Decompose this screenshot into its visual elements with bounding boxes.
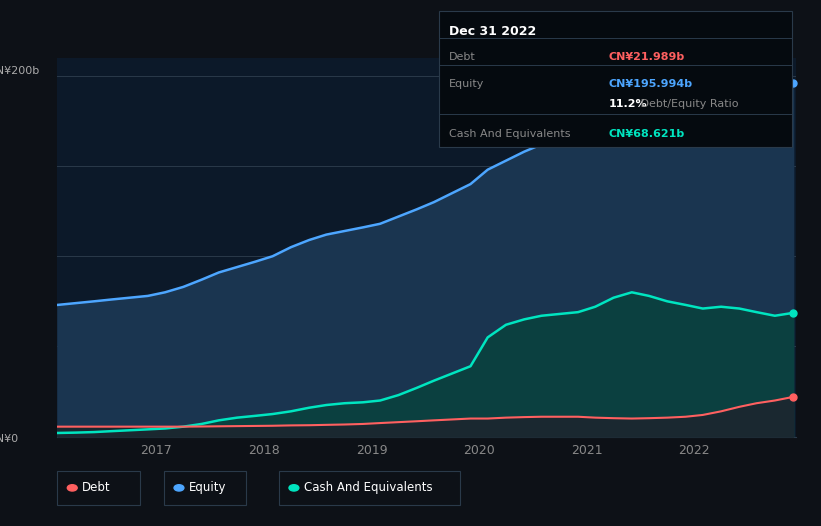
Text: Debt: Debt [449, 52, 476, 62]
Point [787, 309, 800, 317]
Text: Debt/Equity Ratio: Debt/Equity Ratio [637, 98, 739, 108]
Text: Equity: Equity [189, 481, 227, 494]
Text: CN¥0: CN¥0 [0, 434, 18, 444]
Text: Debt: Debt [82, 481, 111, 494]
Text: 11.2%: 11.2% [608, 98, 647, 108]
Text: CN¥195.994b: CN¥195.994b [608, 79, 693, 89]
Text: Dec 31 2022: Dec 31 2022 [449, 25, 536, 37]
Text: Cash And Equivalents: Cash And Equivalents [304, 481, 433, 494]
Point [787, 393, 800, 401]
Text: CN¥68.621b: CN¥68.621b [608, 128, 685, 139]
Text: CN¥200b: CN¥200b [0, 66, 39, 76]
Point [787, 79, 800, 87]
Text: Equity: Equity [449, 79, 484, 89]
Text: CN¥21.989b: CN¥21.989b [608, 52, 685, 62]
Text: Cash And Equivalents: Cash And Equivalents [449, 128, 571, 139]
